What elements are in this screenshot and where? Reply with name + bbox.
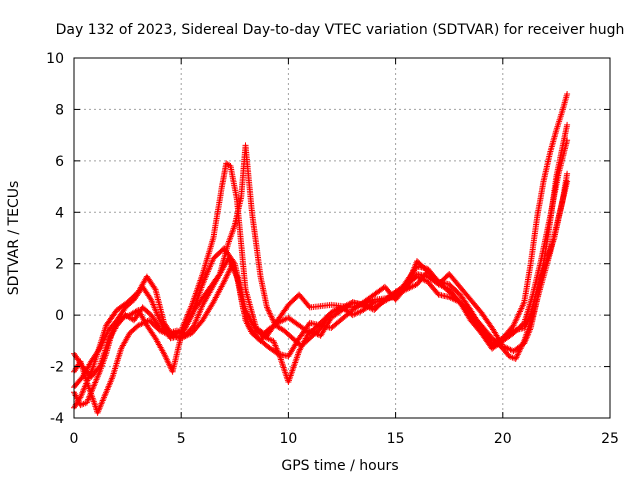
x-tick-label: 0 xyxy=(70,431,79,447)
x-tick-label: 5 xyxy=(177,431,186,447)
y-tick-label: -2 xyxy=(50,360,64,376)
series-markers xyxy=(71,178,571,416)
plot-frame xyxy=(73,57,611,419)
chart-title: Day 132 of 2023, Sidereal Day-to-day VTE… xyxy=(56,22,625,38)
x-axis-label: GPS time / hours xyxy=(281,458,398,474)
x-tick-label: 15 xyxy=(387,431,405,447)
axis-ticks: 0 5 10 15 20 25 -4 -2 0 2 4 6 8 10 xyxy=(46,51,619,447)
y-tick-label: 8 xyxy=(55,102,64,118)
y-axis-label: SDTVAR / TECUs xyxy=(6,181,22,296)
y-tick-label: 4 xyxy=(55,205,64,221)
y-tick-label: -4 xyxy=(50,411,64,427)
x-tick-label: 25 xyxy=(601,431,619,447)
x-tick-label: 10 xyxy=(279,431,297,447)
data-points xyxy=(71,91,571,416)
grid-lines xyxy=(74,58,610,418)
y-tick-label: 6 xyxy=(55,154,64,170)
series-track-1 xyxy=(71,91,571,411)
series-track-4 xyxy=(71,178,571,416)
y-tick-label: 10 xyxy=(46,51,64,67)
series-markers xyxy=(71,91,571,411)
x-tick-label: 20 xyxy=(494,431,512,447)
y-tick-label: 0 xyxy=(55,308,64,324)
y-tick-label: 2 xyxy=(55,257,64,273)
